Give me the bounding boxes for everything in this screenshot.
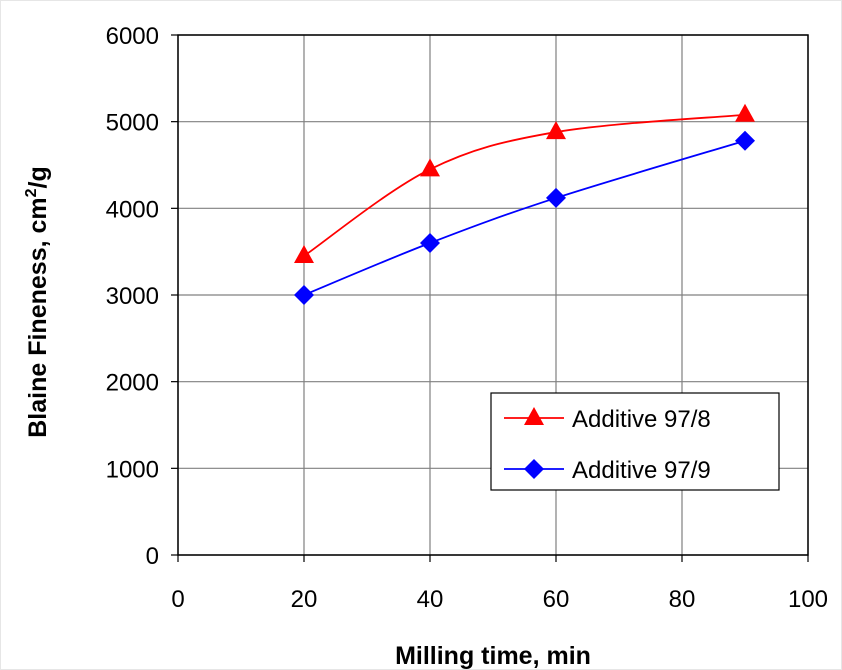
data-point	[294, 285, 314, 305]
data-point	[294, 245, 314, 263]
y-axis-title: Blaine Fineness, cm2/g	[23, 166, 52, 438]
x-axis-title: Milling time, min	[395, 642, 591, 670]
y-axis-title-sup: 2	[23, 188, 40, 197]
series-line-0	[303, 113, 746, 257]
y-axis-title-tail: /g	[24, 166, 52, 188]
x-tick-label: 100	[788, 586, 828, 613]
legend-triangle-marker	[524, 407, 544, 425]
legend-label-0: Additive 97/8	[572, 406, 711, 433]
series-line-1	[303, 139, 746, 296]
y-tick-label: 6000	[106, 23, 159, 50]
y-tick-label: 2000	[106, 370, 159, 397]
x-tick-label: 20	[291, 586, 318, 613]
y-tick-label: 5000	[106, 110, 159, 137]
y-tick-label: 1000	[106, 456, 159, 483]
legend: Additive 97/8 Additive 97/9	[490, 392, 780, 491]
data-point	[735, 103, 755, 122]
y-tick-label: 0	[146, 543, 159, 570]
x-tick-label: 60	[543, 586, 570, 613]
y-tick-label: 3000	[106, 283, 159, 310]
legend-label-1: Additive 97/9	[572, 457, 711, 484]
y-tick-label: 4000	[106, 196, 159, 223]
data-point	[735, 130, 755, 151]
data-point	[546, 121, 566, 140]
x-tick-label: 80	[669, 586, 696, 613]
data-point	[420, 233, 440, 253]
x-tick-label: 0	[171, 586, 184, 613]
y-axis-title-main: Blaine Fineness, cm	[24, 197, 52, 437]
legend-diamond-marker	[524, 459, 544, 479]
data-point	[546, 187, 566, 208]
x-tick-label: 40	[417, 586, 444, 613]
data-point	[420, 158, 440, 177]
series-layer	[294, 103, 755, 305]
